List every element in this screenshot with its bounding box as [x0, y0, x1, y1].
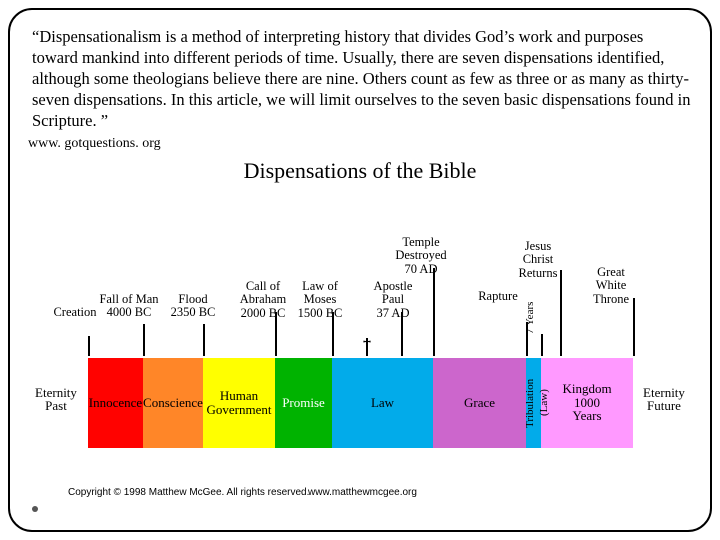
- timeline-label: Jesus Christ Returns: [503, 240, 573, 281]
- timeline-label: Flood 2350 BC: [158, 293, 228, 321]
- timeline-label: Law of Moses 1500 BC: [285, 280, 355, 321]
- quote-text: “Dispensationalism is a method of interp…: [28, 26, 692, 132]
- timeline-label: Rapture: [463, 290, 533, 304]
- website-text: www.matthewmcgee.org: [308, 487, 417, 498]
- vertical-label: Tribulation: [525, 360, 536, 446]
- timeline-label: Temple Destroyed 70 AD: [386, 236, 456, 277]
- timeline-tick: [275, 312, 277, 356]
- dispensation-segment: Kingdom 1000 Years: [541, 358, 633, 448]
- timeline-label: Apostle Paul 37 AD: [358, 280, 428, 321]
- timeline-tick: [560, 270, 562, 356]
- eternity-future-label: Eternity Future: [638, 386, 690, 413]
- dispensation-segment: Innocence: [88, 358, 143, 448]
- slide-frame: “Dispensationalism is a method of interp…: [8, 8, 712, 532]
- timeline-label: Great White Throne: [576, 266, 646, 307]
- timeline-tick: [633, 298, 635, 356]
- timeline-label: Fall of Man 4000 BC: [94, 293, 164, 321]
- vertical-label: (Law): [539, 378, 550, 428]
- chart-title: Dispensations of the Bible: [28, 158, 692, 184]
- dispensation-segment: Human Government: [203, 358, 275, 448]
- vertical-label: 7 Years: [525, 290, 536, 346]
- dispensations-chart: Dispensations of the Bible Eternity Past…: [28, 158, 692, 498]
- timeline-tick: [366, 338, 368, 356]
- dispensation-segment: Promise: [275, 358, 332, 448]
- dispensation-segment: Grace: [433, 358, 526, 448]
- copyright-text: Copyright © 1998 Matthew McGee. All righ…: [68, 487, 309, 498]
- quote-source: www. gotquestions. org: [28, 136, 692, 152]
- corner-dot-icon: [32, 506, 38, 512]
- eternity-past-label: Eternity Past: [28, 386, 84, 413]
- timeline-tick: [541, 334, 543, 356]
- dispensation-segment: Conscience: [143, 358, 203, 448]
- chart-area: Eternity Past Eternity Future † Creation…: [28, 188, 692, 488]
- timeline-tick: [332, 312, 334, 356]
- dispensation-segment: Law: [332, 358, 433, 448]
- timeline-tick: [88, 336, 90, 356]
- timeline-tick: [203, 324, 205, 356]
- timeline-tick: [433, 268, 435, 356]
- timeline-tick: [143, 324, 145, 356]
- timeline-tick: [401, 312, 403, 356]
